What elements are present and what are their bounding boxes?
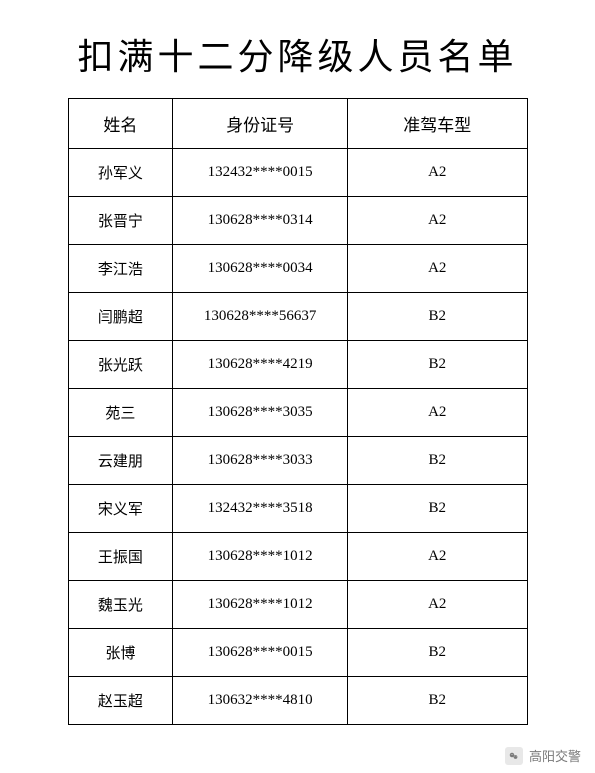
cell-type: B2 [348,341,528,389]
footer-source: 高阳交警 [505,746,581,765]
cell-type: B2 [348,293,528,341]
table-row: 苑三 130628****3035 A2 [68,389,527,437]
column-header-id: 身份证号 [173,99,348,149]
cell-id: 132432****0015 [173,149,348,197]
table-row: 孙军义 132432****0015 A2 [68,149,527,197]
table-body: 孙军义 132432****0015 A2 张晋宁 130628****0314… [68,149,527,725]
table-header-row: 姓名 身份证号 准驾车型 [68,99,527,149]
cell-id: 130628****0015 [173,629,348,677]
table-row: 张博 130628****0015 B2 [68,629,527,677]
cell-id: 130628****3033 [173,437,348,485]
column-header-type: 准驾车型 [348,99,528,149]
cell-id: 130628****4219 [173,341,348,389]
table-row: 赵玉超 130632****4810 B2 [68,677,527,725]
table-row: 闫鹏超 130628****56637 B2 [68,293,527,341]
cell-name: 张博 [68,629,173,677]
cell-type: B2 [348,629,528,677]
page-title: 扣满十二分降级人员名单 [0,0,595,98]
cell-name: 王振国 [68,533,173,581]
cell-type: A2 [348,197,528,245]
cell-type: B2 [348,485,528,533]
cell-type: A2 [348,245,528,293]
wechat-icon [505,747,523,765]
table-row: 宋义军 132432****3518 B2 [68,485,527,533]
cell-name: 闫鹏超 [68,293,173,341]
table-row: 王振国 130628****1012 A2 [68,533,527,581]
cell-id: 130628****56637 [173,293,348,341]
footer-text: 高阳交警 [529,746,581,765]
cell-name: 张晋宁 [68,197,173,245]
cell-type: B2 [348,437,528,485]
column-header-name: 姓名 [68,99,173,149]
cell-id: 130628****1012 [173,581,348,629]
table-container: 姓名 身份证号 准驾车型 孙军义 132432****0015 A2 张晋宁 1… [0,98,595,725]
cell-name: 李江浩 [68,245,173,293]
cell-id: 130628****1012 [173,533,348,581]
cell-id: 130628****3035 [173,389,348,437]
cell-name: 宋义军 [68,485,173,533]
table-row: 魏玉光 130628****1012 A2 [68,581,527,629]
cell-id: 130632****4810 [173,677,348,725]
table-row: 李江浩 130628****0034 A2 [68,245,527,293]
table-row: 张晋宁 130628****0314 A2 [68,197,527,245]
cell-type: A2 [348,533,528,581]
persons-table: 姓名 身份证号 准驾车型 孙军义 132432****0015 A2 张晋宁 1… [68,98,528,725]
cell-name: 苑三 [68,389,173,437]
cell-name: 赵玉超 [68,677,173,725]
cell-type: B2 [348,677,528,725]
cell-name: 孙军义 [68,149,173,197]
cell-id: 130628****0314 [173,197,348,245]
cell-name: 张光跃 [68,341,173,389]
cell-type: A2 [348,149,528,197]
table-row: 张光跃 130628****4219 B2 [68,341,527,389]
cell-name: 魏玉光 [68,581,173,629]
cell-name: 云建朋 [68,437,173,485]
cell-type: A2 [348,389,528,437]
cell-id: 130628****0034 [173,245,348,293]
cell-type: A2 [348,581,528,629]
table-row: 云建朋 130628****3033 B2 [68,437,527,485]
cell-id: 132432****3518 [173,485,348,533]
